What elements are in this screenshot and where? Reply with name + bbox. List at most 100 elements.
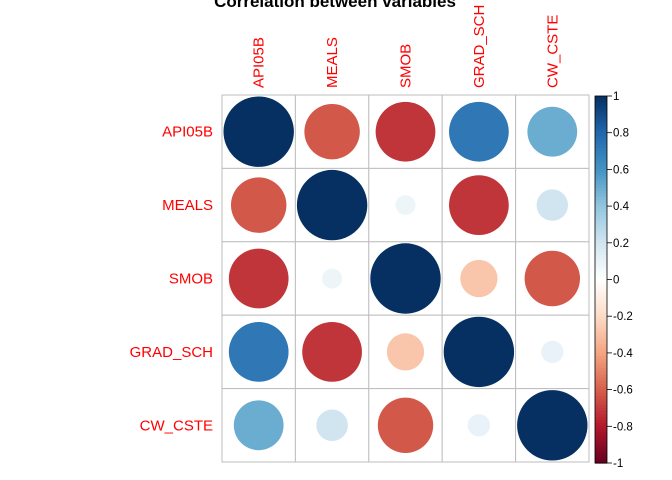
correlation-circle-grad_sch-meals <box>302 322 362 382</box>
colorbar-segment <box>595 248 607 253</box>
colorbar-segment <box>595 352 607 357</box>
colorbar-tick-label: -0.4 <box>613 348 633 360</box>
colorbar-segment <box>595 349 607 354</box>
colorbar-segment <box>595 169 607 174</box>
colorbar-segment <box>595 273 607 278</box>
colorbar-segment <box>595 386 607 391</box>
column-label: MEALS <box>324 37 341 88</box>
colorbar-segment <box>595 178 607 183</box>
correlation-circle-grad_sch-api05b <box>228 322 289 382</box>
colorbar-segment <box>595 96 607 100</box>
colorbar-segment <box>595 328 607 333</box>
row-labels: API05B MEALS SMOB GRAD_SCH CW_CSTE <box>130 124 213 435</box>
colorbar-segment <box>595 117 607 122</box>
colorbar-segment <box>595 218 607 222</box>
colorbar-segment <box>595 245 607 250</box>
colorbar-segment <box>595 303 607 308</box>
colorbar-segment <box>595 258 607 262</box>
colorbar-segment <box>595 383 607 388</box>
correlation-circle-smob-api05b <box>228 248 289 309</box>
colorbar-segment <box>595 126 607 131</box>
colorbar-segment <box>595 310 607 314</box>
correlation-circle-smob-grad_sch <box>460 259 498 298</box>
colorbar-segment <box>595 242 607 247</box>
colorbar-segment <box>595 359 607 363</box>
colorbar-segment <box>595 147 607 152</box>
colorbar-segment <box>595 144 607 149</box>
correlation-circle-grad_sch-cw_cste <box>541 340 564 364</box>
matrix-cell <box>294 388 370 463</box>
colorbar-segment <box>595 175 607 180</box>
colorbar-segment <box>595 392 607 397</box>
colorbar-segment <box>595 407 607 412</box>
colorbar-segment <box>595 160 607 164</box>
color-legend: 1 0.8 0.6 0.4 0.2 0 -0.2 -0.4 -0.6 -0.8 -1 <box>594 91 633 470</box>
correlation-circle-meals-api05b <box>230 177 287 233</box>
correlation-circle-smob-cw_cste <box>524 250 581 307</box>
colorbar-segment <box>595 355 607 360</box>
colorbar-segment <box>595 221 607 226</box>
colorbar-segment <box>595 212 607 216</box>
correlation-circle-cw_cste-api05b <box>233 400 284 451</box>
column-labels: API05B MEALS SMOB GRAD_SCH CW_CSTE <box>251 5 562 88</box>
colorbar-segment <box>595 322 607 326</box>
colorbar-segment <box>595 282 607 287</box>
correlation-circle-cw_cste-smob <box>377 397 434 454</box>
colorbar-segment <box>595 230 607 235</box>
colorbar-segment <box>595 209 607 213</box>
correlation-circle-cw_cste-meals <box>316 409 348 442</box>
colorbar-segment <box>595 236 607 241</box>
correlation-circle-api05b-api05b <box>223 96 294 167</box>
colorbar-segment <box>595 447 607 452</box>
colorbar-segment <box>595 395 607 400</box>
colorbar-segment <box>595 132 607 137</box>
row-label: GRAD_SCH <box>130 344 213 361</box>
colorbar-segment <box>595 261 607 265</box>
colorbar-segment <box>595 316 607 320</box>
colorbar-segment <box>595 411 607 415</box>
column-label: GRAD_SCH <box>471 5 488 88</box>
colorbar-segment <box>595 157 607 161</box>
row-label: SMOB <box>169 271 213 288</box>
colorbar-segment <box>595 181 607 186</box>
colorbar-segment <box>595 365 607 369</box>
colorbar-tick-label: 0.2 <box>613 238 629 250</box>
correlation-circles <box>223 96 588 461</box>
correlation-circle-api05b-smob <box>375 101 436 162</box>
colorbar-segment <box>595 166 607 170</box>
correlation-circle-cw_cste-cw_cste <box>517 390 588 461</box>
colorbar-tick-label: 0.6 <box>613 164 629 176</box>
correlation-circle-api05b-grad_sch <box>449 101 509 162</box>
colorbar-segment <box>595 362 607 366</box>
colorbar-segment <box>595 224 607 229</box>
colorbar-segment <box>595 297 607 302</box>
colorbar-segment <box>595 123 607 128</box>
colorbar-segment <box>595 255 607 259</box>
correlation-circle-smob-meals <box>322 268 343 289</box>
matrix-cell <box>441 241 517 316</box>
colorbar-segment <box>595 414 607 418</box>
correlation-circle-api05b-cw_cste <box>527 106 578 157</box>
colorbar-tick-label: 1 <box>613 91 619 103</box>
column-label: SMOB <box>398 44 415 88</box>
colorbar-segment <box>595 215 607 219</box>
colorbar-segment <box>595 190 607 195</box>
chart-title: Correlation between variables <box>214 0 456 11</box>
colorbar-tick-label: 0.8 <box>613 128 629 140</box>
colorbar-segment <box>595 99 607 103</box>
colorbar-segment <box>595 163 607 167</box>
colorbar-segment <box>595 331 607 336</box>
colorbar-segment <box>595 193 607 198</box>
colorbar-segment <box>595 307 607 311</box>
colorbar-segment <box>595 288 607 293</box>
colorbar-segment <box>595 368 607 372</box>
colorbar-tick-label: 0.4 <box>613 201 630 213</box>
colorbar-segment <box>595 184 607 189</box>
row-label: CW_CSTE <box>140 417 213 434</box>
colorbar-segment <box>595 456 607 461</box>
correlation-circle-meals-smob <box>395 195 416 216</box>
colorbar-segment <box>595 154 607 158</box>
colorbar-segment <box>595 371 607 375</box>
correlation-circle-cw_cste-grad_sch <box>467 414 491 437</box>
colorbar-segment <box>595 264 607 268</box>
